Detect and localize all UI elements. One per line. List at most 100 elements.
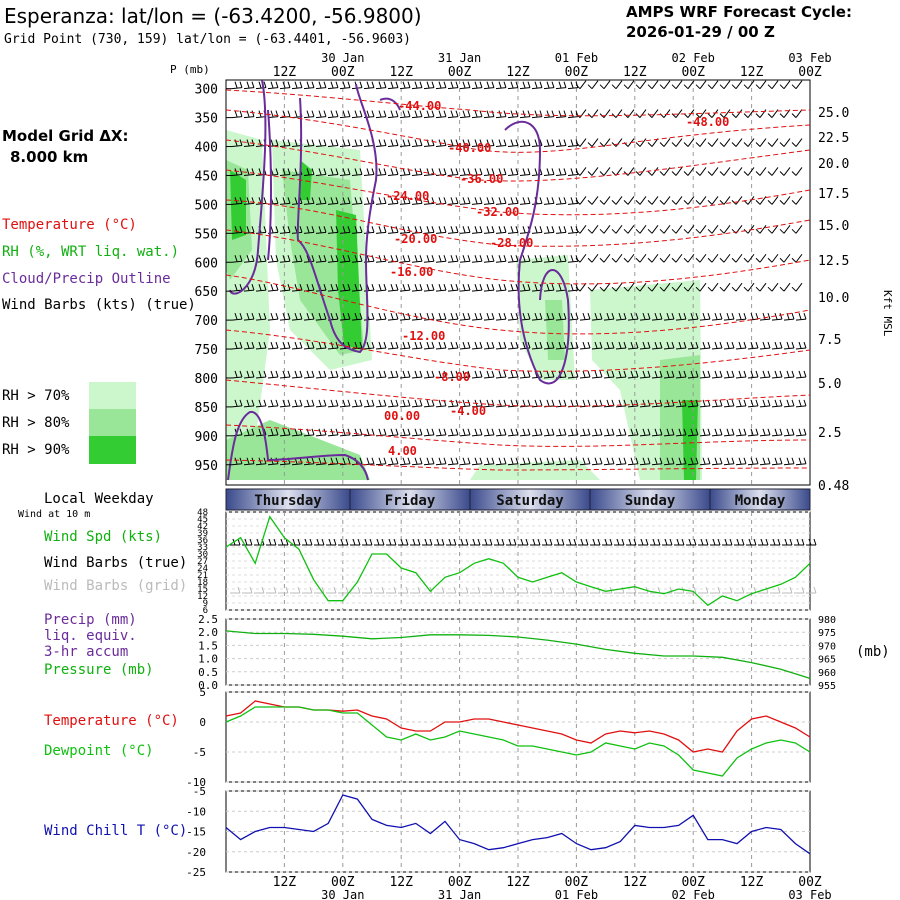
wind-barb — [495, 255, 507, 263]
rh-legend-80: RH > 80% — [2, 415, 70, 431]
wind-barb — [615, 457, 627, 466]
wind-barb — [231, 81, 243, 90]
height-tick-label: 15.0 — [818, 219, 849, 234]
wind-barb — [711, 399, 723, 408]
wind-barb — [615, 341, 627, 350]
weekday-cell — [709, 488, 811, 511]
grid-wind-barb — [446, 586, 457, 594]
surface-wind-barb — [242, 538, 253, 546]
wind-barb — [747, 428, 759, 437]
wind-barb — [687, 312, 699, 321]
wind-barb — [399, 110, 411, 119]
grid-wind-barb — [794, 586, 805, 594]
wind-barb — [459, 284, 471, 292]
wind-barb — [639, 341, 651, 350]
grid-wind-barb — [266, 586, 277, 594]
temp-contour-9 — [225, 379, 811, 407]
wind-barb — [575, 138, 587, 147]
wind-barb — [327, 284, 339, 292]
wind-barb — [635, 196, 647, 205]
grid-wind-barb — [614, 586, 625, 594]
wind-barb — [587, 80, 599, 90]
wind-barb — [375, 284, 387, 292]
weekday-bar[interactable]: Thursday Friday Saturday Sunday Monday — [225, 488, 811, 511]
wind-barb — [683, 253, 695, 263]
temperature-label: Temperature (°C) — [44, 713, 179, 729]
wind-barb — [351, 255, 363, 263]
wind-barb — [519, 110, 531, 119]
wind-barb — [779, 253, 791, 263]
temperature-contour-label: -40.00 — [448, 141, 491, 155]
wind-barb — [459, 197, 471, 205]
wind-speed-label: Wind Spd (kts) — [44, 529, 163, 545]
wind-barb — [351, 139, 363, 148]
temp-ytick-label: -10 — [186, 776, 206, 789]
wind-barb — [531, 457, 543, 466]
wind-ytick-label: 36 — [197, 536, 208, 546]
wind-barb — [531, 312, 543, 321]
wind-barb — [647, 196, 659, 205]
surface-wind-barb — [746, 538, 757, 546]
wind-barb — [435, 370, 447, 379]
height-tick-label: 22.5 — [818, 131, 849, 146]
wind-barb — [591, 312, 603, 321]
wind-barb — [315, 399, 327, 408]
wind-barb — [411, 457, 423, 466]
wind-barb — [375, 168, 387, 176]
wind-barb — [303, 197, 315, 205]
surface-wind-barb — [470, 538, 481, 546]
surface-wind-barb — [314, 538, 325, 546]
wind-barb — [411, 226, 423, 234]
surface-wind-barb — [518, 538, 529, 546]
wind-barb — [743, 282, 755, 292]
wind-barb — [591, 399, 603, 408]
pressure-ytick-label: 970 — [818, 641, 836, 652]
wind-ytick-label: 9 — [203, 599, 208, 609]
wind-barb — [767, 196, 779, 205]
wind-barb — [519, 139, 531, 148]
wind-barb — [375, 255, 387, 263]
wind-barb — [495, 226, 507, 234]
wind-barb — [315, 226, 327, 234]
wind-barb — [719, 109, 731, 118]
grid-wind-barb — [302, 586, 313, 594]
wind-barb — [659, 225, 671, 234]
wind-barb — [507, 457, 519, 466]
wind-barb — [531, 110, 543, 119]
temp-contour-10 — [225, 424, 811, 447]
dewpoint-line — [225, 706, 811, 777]
wind-barb — [435, 457, 447, 466]
wind-barb — [795, 399, 807, 408]
wind-barb — [471, 255, 483, 263]
grid-wind-barb — [374, 586, 385, 594]
wind-barb — [543, 284, 555, 292]
wind-barb — [495, 428, 507, 437]
wind-barb — [471, 428, 483, 437]
surface-wind-barb — [302, 538, 313, 546]
wind-barb — [507, 139, 519, 148]
wind-barb — [755, 80, 767, 90]
wind-barb — [339, 168, 351, 176]
wind-barb — [707, 138, 719, 147]
wind-barb — [339, 399, 351, 408]
wind-barb — [279, 341, 291, 350]
wind-barb — [411, 255, 423, 263]
precip-accum-label: 3-hr accum — [44, 644, 129, 660]
wind-barb — [543, 312, 555, 321]
wind-barb — [399, 457, 411, 466]
surface-wind-barb — [386, 538, 397, 546]
wind-barb — [483, 110, 495, 119]
wind-barb — [747, 457, 759, 466]
wind-barb — [755, 109, 767, 118]
wind-barb — [587, 196, 599, 205]
model-grid-value: 8.000 km — [10, 148, 89, 166]
pressure-tick-label: 300 — [195, 83, 218, 98]
wind-barb — [483, 197, 495, 205]
wind-barb — [243, 81, 255, 90]
wind-barb — [671, 109, 683, 118]
wind-barb — [471, 341, 483, 350]
wind-barb — [755, 225, 767, 234]
wind-barb — [459, 312, 471, 321]
wind-barb — [611, 196, 623, 205]
wind-barbs-grid-label: Wind Barbs (grid) — [44, 578, 188, 594]
